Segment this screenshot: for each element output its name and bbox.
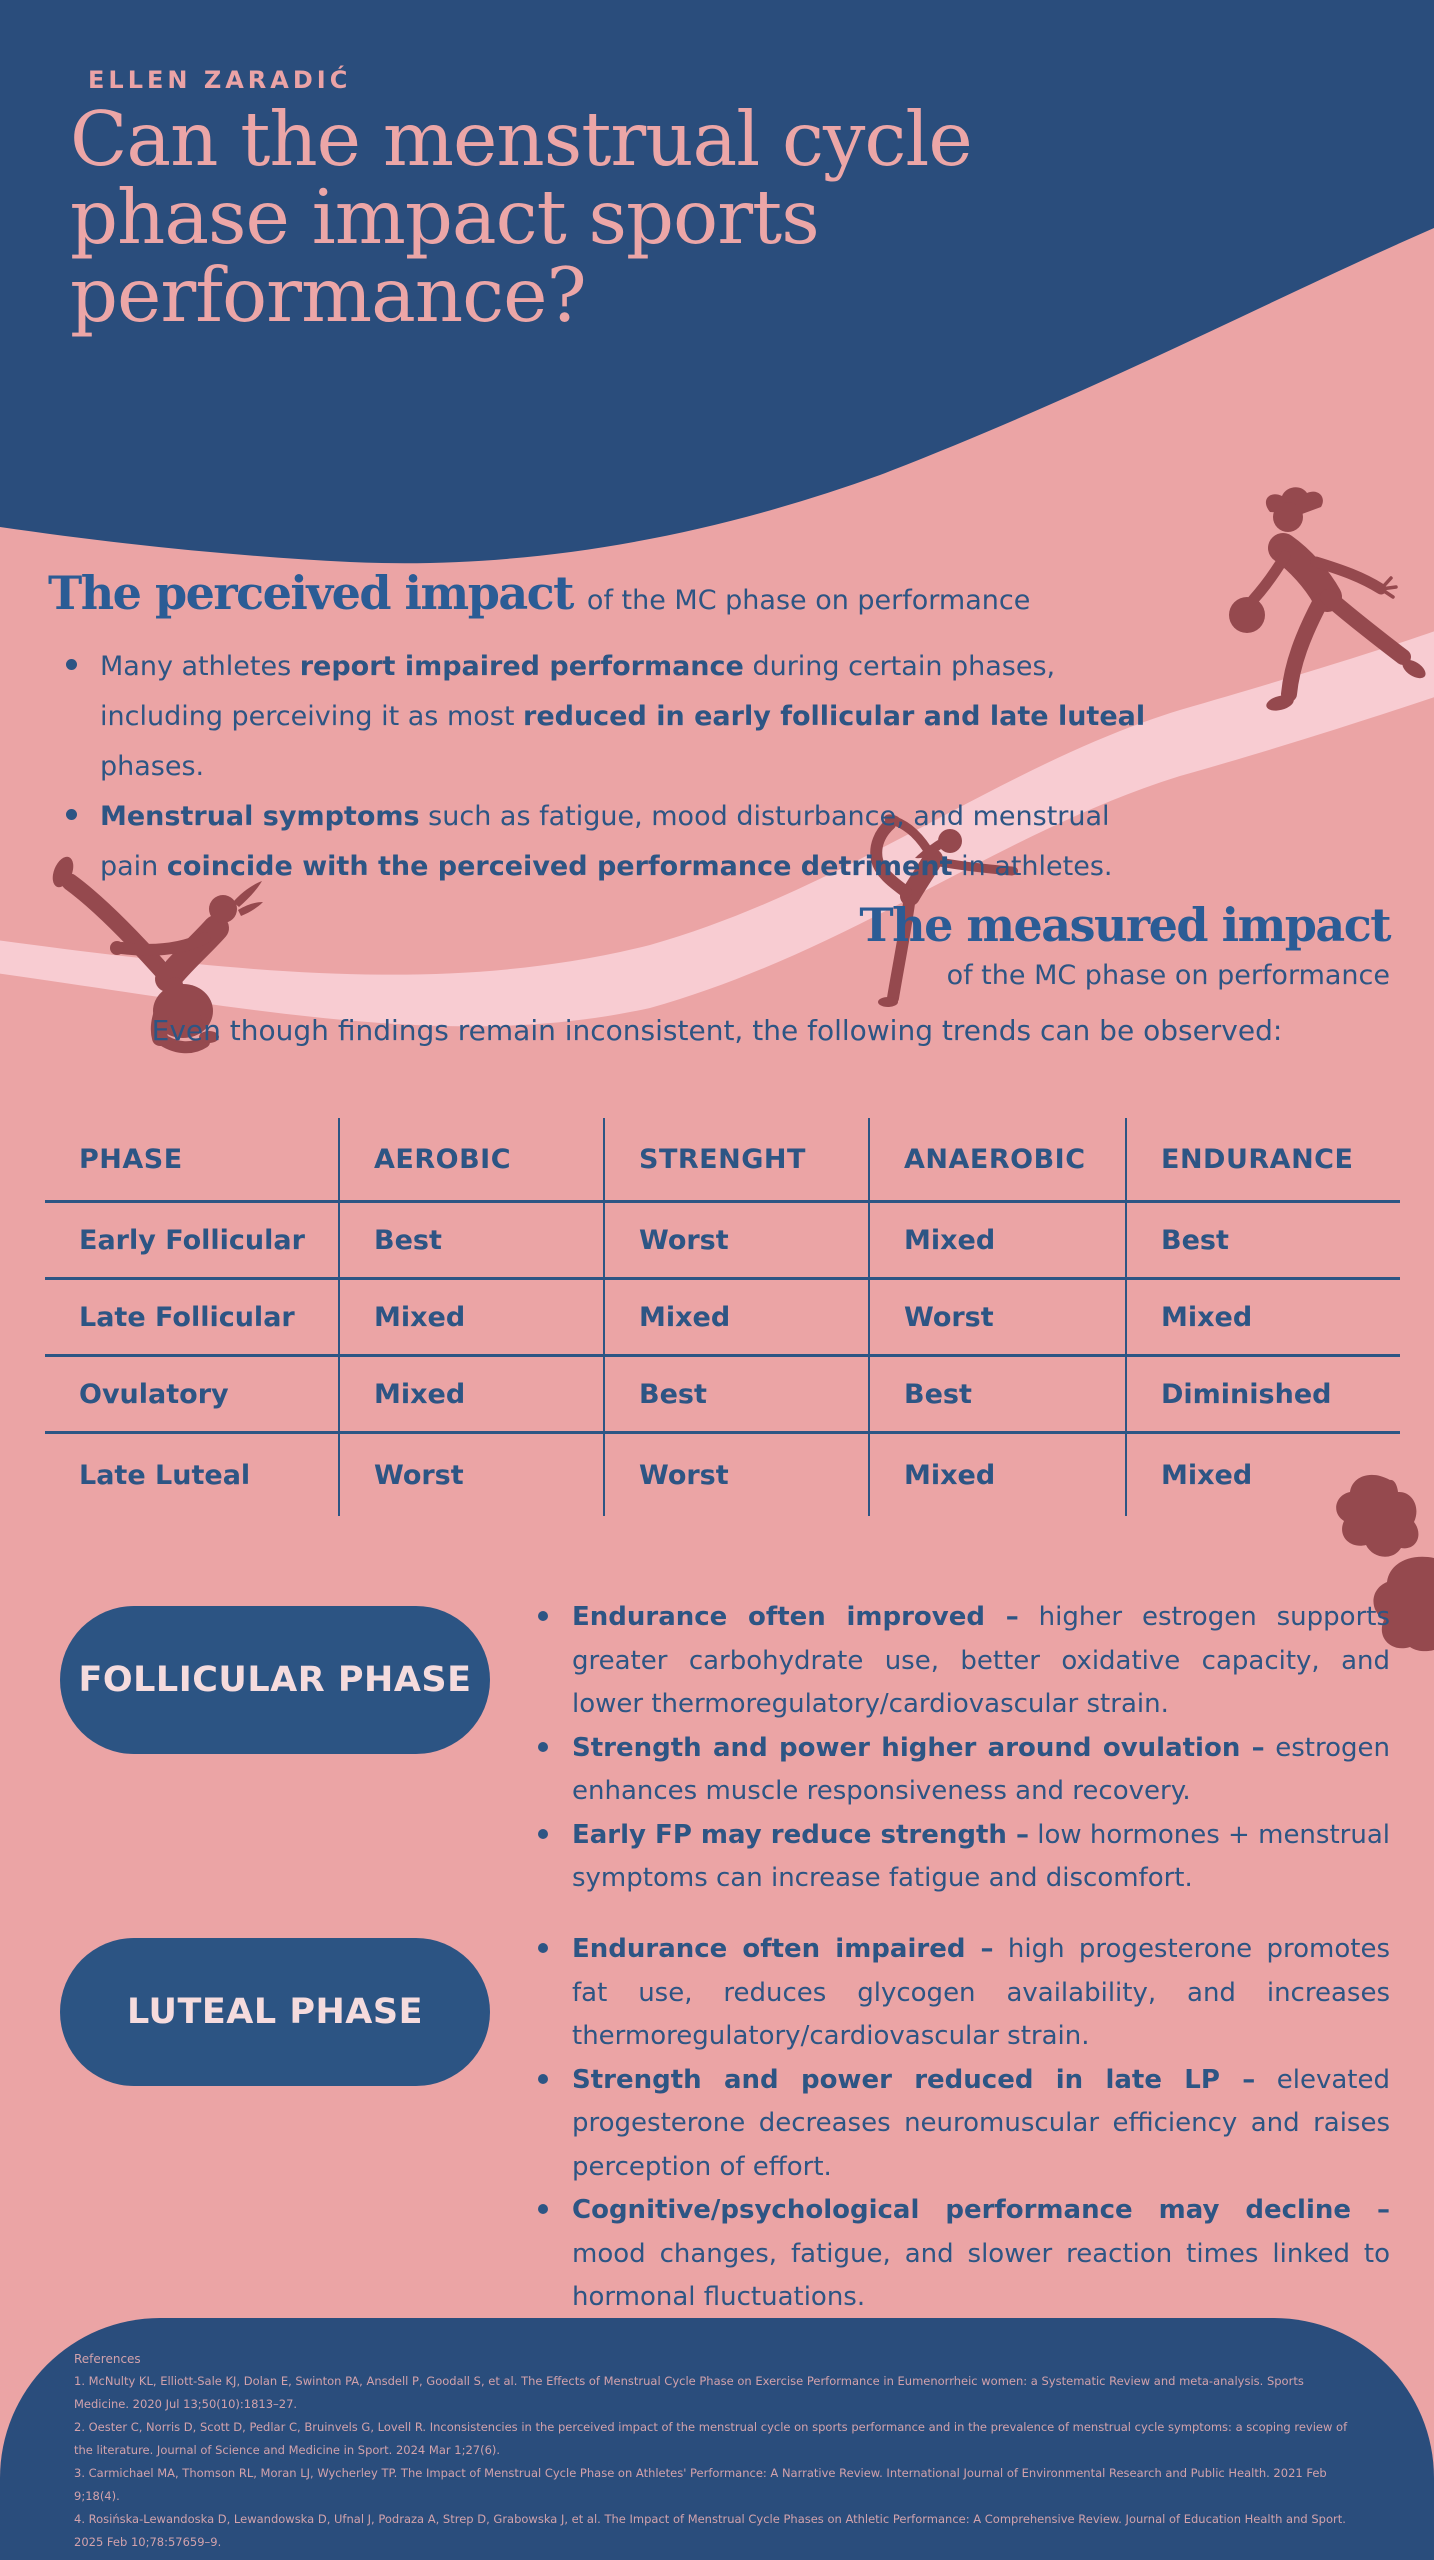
follicular-phase-pill: FOLLICULAR PHASE [60,1606,490,1754]
bullet-text: Endurance often improved – higher estrog… [572,1602,1390,1719]
list-item: Early FP may reduce strength – low hormo… [532,1814,1390,1901]
table-cell-phase: Early Follicular [45,1200,338,1277]
text-segment: estrogen enhances muscle responsiveness … [572,1732,1390,1807]
bullet-dot [538,1741,548,1752]
text-segment: Many athletes [100,651,300,682]
bullet-text: Endurance often impaired – high progeste… [572,1934,1390,2051]
luteal-phase-pill: LUTEAL PHASE [60,1938,490,2086]
table-cell: Mixed [868,1200,1125,1277]
references-footer: References 1. McNulty KL, Elliott-Sale K… [0,2318,1434,2560]
follicular-phase-label: FOLLICULAR PHASE [78,1660,472,1700]
author-name: ELLEN ZARADIĆ [88,66,352,94]
list-item: Strength and power higher around ovulati… [532,1727,1390,1814]
table-cell-phase: Late Follicular [45,1277,338,1354]
trends-intro-text: Even though findings remain inconsistent… [151,1014,1283,1047]
bold-segment: Early FP may reduce strength – [572,1819,1029,1850]
perceived-impact-heading: The perceived impact of the MC phase on … [48,566,1030,620]
list-item: Cognitive/psychological performance may … [532,2189,1390,2320]
bullet-text: Strength and power reduced in late LP – … [572,2065,1390,2182]
column-header: ENDURANCE [1125,1118,1400,1200]
reference-entry: 4. Rosińska-Lewandoska D, Lewandowska D,… [74,2512,1346,2549]
bullet-dot [66,659,77,670]
text-segment: mood changes, fatigue, and slower reacti… [572,2238,1390,2313]
luteal-bullet-list: Endurance often impaired – high progeste… [532,1928,1390,2320]
poster-title: Can the menstrual cycle phase impact spo… [70,95,973,339]
bullet-text: Cognitive/psychological performance may … [572,2195,1390,2312]
table-cell: Worst [603,1200,868,1277]
reference-entry: 1. McNulty KL, Elliott-Sale KJ, Dolan E,… [74,2374,1304,2411]
table-cell: Best [603,1354,868,1431]
bullet-dot [538,1611,548,1621]
bullet-text: Strength and power higher around ovulati… [572,1733,1390,1807]
bold-segment: Strength and power higher around ovulati… [572,1732,1265,1763]
bold-segment: Strength and power reduced in late LP – [572,2064,1256,2095]
bold-segment: report impaired performance [299,651,744,682]
bullet-dot [538,2073,548,2084]
bold-segment: Endurance often improved – [572,1602,1019,1632]
table-cell: Mixed [1125,1277,1400,1354]
table-cell: Mixed [868,1431,1125,1516]
table-cell-phase: Ovulatory [45,1354,338,1431]
table-cell: Diminished [1125,1354,1400,1431]
table-cell: Best [338,1200,603,1277]
bold-segment: coincide with the perceived performance … [166,851,953,882]
reference-entry: 2. Oester C, Norris D, Scott D, Pedlar C… [74,2420,1348,2457]
text-segment: higher estrogen supports greater carbohy… [572,1602,1390,1719]
list-item: Endurance often improved – higher estrog… [532,1596,1390,1727]
table-cell: Best [868,1354,1125,1431]
bullet-dot [538,2204,548,2214]
references-label: References [74,2352,141,2366]
list-item: Endurance often impaired – high progeste… [532,1928,1390,2059]
measured-impact-subtitle: of the MC phase on performance [946,960,1390,991]
perceived-impact-title: The perceived impact [48,566,574,620]
text-segment: high progesterone promotes fat use, redu… [572,1934,1391,2051]
table-cell: Mixed [338,1354,603,1431]
follicular-bullet-list: Endurance often improved – higher estrog… [532,1596,1390,1901]
table-cell: Mixed [603,1277,868,1354]
bold-segment: Cognitive/psychological performance may … [572,2195,1390,2225]
bold-segment: reduced in early follicular and late lut… [523,701,1146,732]
bullet-text: Menstrual symptoms such as fatigue, mood… [100,801,1113,882]
column-header: AEROBIC [338,1118,603,1200]
bullet-dot [538,1943,548,1953]
text-segment: in athletes. [952,851,1113,882]
text-segment: low hormones + menstrual symptoms can in… [572,1819,1390,1894]
reference-entry: 3. Carmichael MA, Thomson RL, Moran LJ, … [74,2466,1327,2503]
luteal-phase-label: LUTEAL PHASE [127,1992,423,2032]
bullet-text: Early FP may reduce strength – low hormo… [572,1820,1390,1894]
table-cell: Mixed [338,1277,603,1354]
column-header: PHASE [79,1143,183,1175]
bullet-dot [66,809,77,820]
perceived-impact-subtitle: of the MC phase on performance [586,585,1031,616]
text-segment: phases. [100,751,205,782]
measured-impact-title: The measured impact [859,898,1391,952]
table-cell: Worst [603,1431,868,1516]
bold-segment: Endurance often impaired – [572,1934,994,1964]
header-background [0,0,1434,564]
table-cell: Mixed [1125,1431,1400,1516]
perceived-bullet-list: Many athletes report impaired performanc… [48,642,1148,892]
performance-table: PHASE AEROBIC STRENGHT ANAEROBIC ENDURAN… [45,1118,1400,1516]
column-header: ANAEROBIC [868,1118,1125,1200]
bold-segment: Menstrual symptoms [100,801,420,832]
measured-impact-heading: The measured impact of the MC phase on p… [670,898,1391,991]
text-segment: elevated progesterone decreases neuromus… [572,2064,1390,2182]
table-cell: Worst [338,1431,603,1516]
table-cell: Worst [868,1277,1125,1354]
list-item: Many athletes report impaired performanc… [48,642,1148,792]
bullet-dot [538,1828,548,1839]
list-item: Strength and power reduced in late LP – … [532,2059,1390,2190]
table-cell-phase: Late Luteal [45,1431,338,1516]
table-cell: Best [1125,1200,1400,1277]
list-item: Menstrual symptoms such as fatigue, mood… [48,792,1148,892]
bullet-text: Many athletes report impaired performanc… [100,651,1145,782]
column-header: STRENGHT [603,1118,868,1200]
